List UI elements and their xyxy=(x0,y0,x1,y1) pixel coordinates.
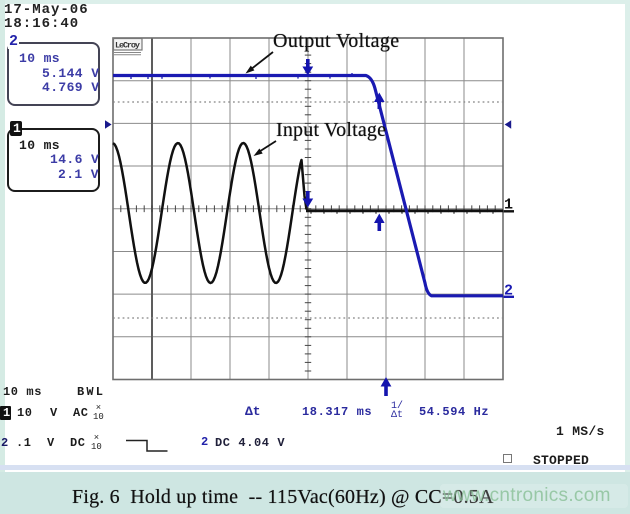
svg-text:2: 2 xyxy=(504,283,513,300)
svg-text:1: 1 xyxy=(504,197,513,214)
svg-text:LeCroy: LeCroy xyxy=(115,41,140,51)
